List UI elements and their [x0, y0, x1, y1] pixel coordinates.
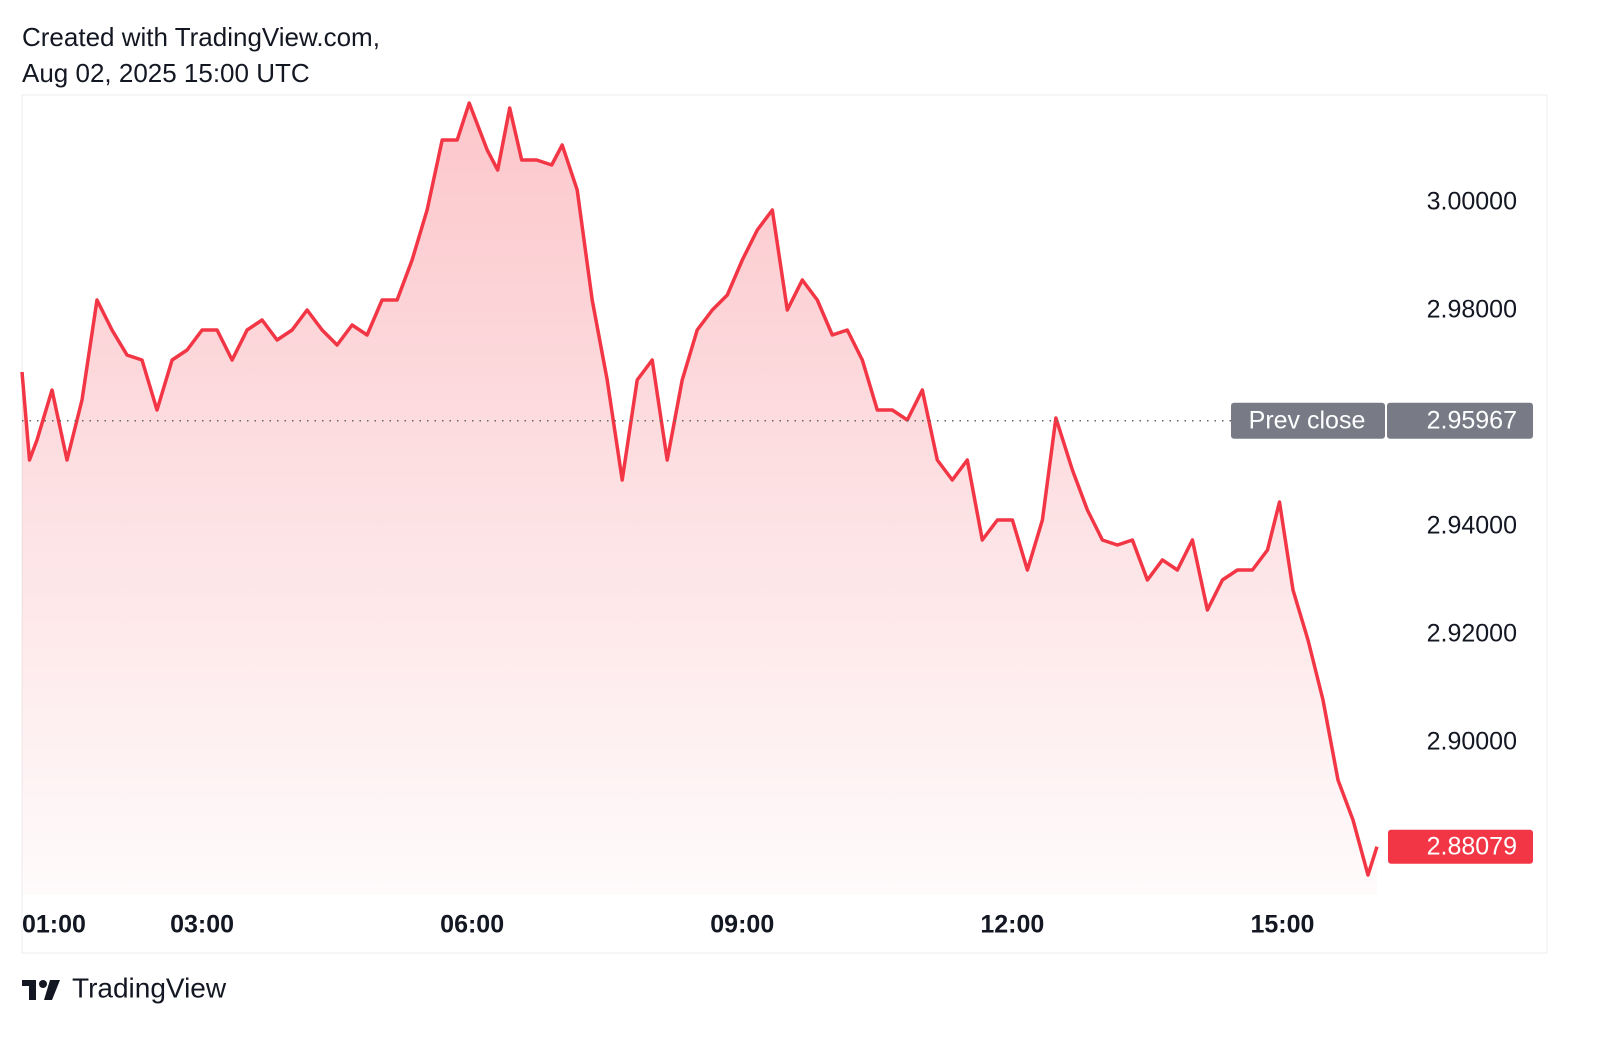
y-tick-label: 2.90000 — [1427, 728, 1517, 756]
y-tick-label: 2.94000 — [1427, 512, 1517, 540]
prev-close-value: 2.95967 — [1427, 406, 1517, 434]
x-tick-label: 12:00 — [980, 911, 1044, 939]
y-tick-label: 2.92000 — [1427, 620, 1517, 648]
x-tick-label: 15:00 — [1250, 911, 1314, 939]
area-fill — [22, 103, 1377, 895]
y-tick-label: 3.00000 — [1427, 188, 1517, 216]
prev-close-badge — [1231, 402, 1385, 439]
x-tick-label: 03:00 — [170, 911, 234, 939]
header-line: Created with TradingView.com, — [22, 22, 380, 52]
y-tick-label: 2.98000 — [1427, 296, 1517, 324]
prev-close-label: Prev close — [1249, 406, 1366, 434]
header-line: Aug 02, 2025 15:00 UTC — [22, 58, 310, 88]
price-line — [20, 101, 1379, 877]
x-tick-label: 09:00 — [710, 911, 774, 939]
last-price-badge — [1388, 829, 1533, 864]
last-price-label: 2.88079 — [1427, 832, 1517, 860]
brand-logo — [22, 980, 60, 1000]
brand-name: TradingView — [72, 972, 227, 1003]
x-tick-label: 01:00 — [22, 911, 86, 939]
prev-close-value-badge — [1387, 402, 1533, 439]
x-tick-label: 06:00 — [440, 911, 504, 939]
